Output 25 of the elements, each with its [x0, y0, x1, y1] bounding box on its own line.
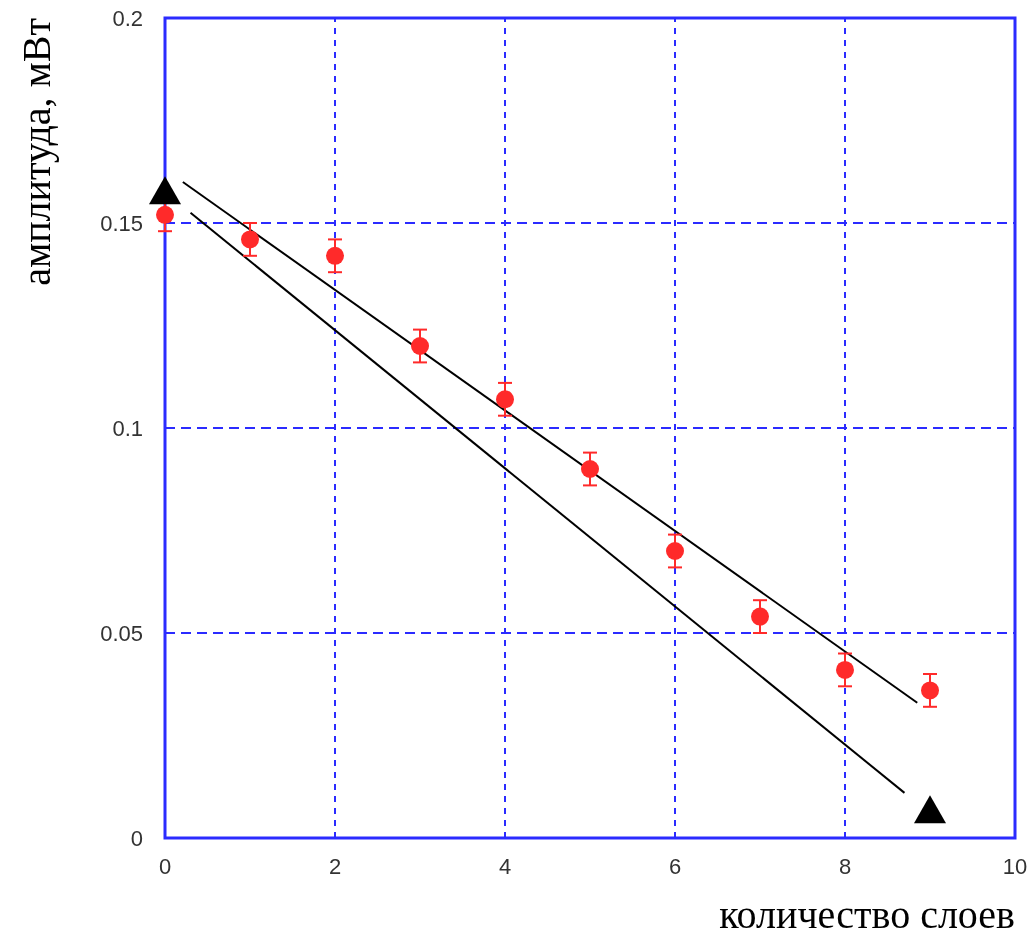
point — [496, 390, 514, 409]
point — [156, 205, 174, 224]
y-tick-label: 0.15 — [100, 211, 143, 236]
x-tick-label: 4 — [498, 854, 512, 879]
point — [241, 230, 259, 249]
y-tick-label: 0.05 — [100, 621, 143, 646]
point — [836, 660, 854, 679]
y-axis-title: амплитуда, мВт — [14, 18, 59, 286]
point — [411, 337, 429, 355]
point — [921, 681, 939, 700]
x-tick-label: 2 — [328, 854, 342, 879]
x-tick-label: 0 — [158, 854, 172, 879]
y-tick-label: 0.2 — [112, 6, 143, 31]
point — [326, 246, 344, 265]
point — [751, 607, 769, 626]
point — [666, 542, 684, 560]
x-tick-label: 8 — [838, 854, 852, 879]
y-tick-label: 0 — [130, 826, 143, 851]
point — [149, 176, 181, 205]
point — [581, 460, 599, 478]
x-axis-title: количество слоев — [719, 892, 1015, 937]
x-tick-label: 6 — [668, 854, 682, 879]
y-tick-label: 0.1 — [112, 416, 143, 441]
x-tick-label: 10 — [1002, 854, 1028, 879]
point — [914, 795, 946, 824]
